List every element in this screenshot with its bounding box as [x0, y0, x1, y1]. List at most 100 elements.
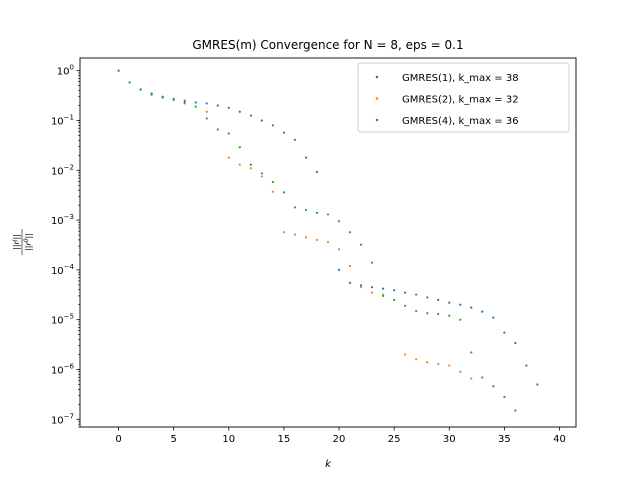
data-point — [370, 261, 374, 264]
legend: GMRES(1), k_max = 38 GMRES(2), k_max = 32… — [357, 62, 570, 133]
data-point — [393, 298, 396, 301]
legend-marker — [375, 97, 379, 100]
x-axis-label: k — [325, 459, 332, 470]
data-point — [503, 395, 506, 399]
data-point — [238, 110, 241, 113]
data-point — [459, 303, 462, 306]
legend-marker — [375, 75, 379, 79]
x-tick-label: 0 — [115, 434, 121, 445]
data-point — [382, 294, 385, 298]
data-point — [293, 206, 297, 209]
data-point — [282, 191, 286, 194]
x-tick-label: 10 — [222, 434, 235, 445]
data-point — [492, 316, 495, 319]
data-point — [437, 298, 440, 301]
data-point — [459, 370, 462, 373]
data-point — [470, 377, 473, 380]
legend-label: GMRES(2), k_max = 32 — [402, 95, 519, 106]
data-point — [448, 364, 451, 367]
data-point — [514, 341, 517, 345]
data-point — [437, 312, 440, 316]
data-point — [326, 241, 330, 244]
data-point — [194, 105, 197, 108]
data-point — [337, 248, 341, 251]
y-tick-label: 10−1 — [51, 114, 74, 128]
data-point — [150, 93, 153, 96]
data-point — [238, 146, 241, 149]
data-point — [503, 331, 506, 334]
legend-box — [357, 62, 570, 133]
y-tick-label: 10−5 — [51, 313, 74, 327]
data-point — [448, 301, 451, 304]
x-tick-label: 25 — [388, 434, 401, 445]
data-point — [271, 180, 274, 184]
data-point — [293, 233, 297, 236]
data-point — [271, 124, 274, 127]
data-point — [437, 362, 440, 365]
legend-label: GMRES(4), k_max = 36 — [402, 116, 519, 127]
data-point — [348, 281, 352, 284]
data-point — [216, 128, 219, 131]
data-point — [183, 101, 186, 104]
data-point — [205, 102, 208, 105]
data-point — [470, 351, 473, 354]
data-point — [348, 231, 352, 234]
y-tick-label: 10−6 — [51, 362, 75, 376]
data-point — [370, 286, 374, 289]
data-point — [359, 284, 363, 287]
y-tick-label: 100 — [57, 64, 74, 78]
data-point — [536, 383, 539, 386]
data-point — [205, 117, 208, 120]
data-point — [260, 175, 263, 178]
data-point — [492, 385, 495, 388]
data-point — [293, 138, 297, 141]
data-point — [260, 172, 263, 175]
data-point — [128, 81, 131, 84]
data-point — [315, 170, 319, 173]
series-3 — [117, 69, 517, 412]
data-point — [393, 289, 396, 292]
data-point — [161, 96, 164, 99]
data-point — [415, 293, 418, 296]
data-point — [271, 190, 274, 193]
data-point — [315, 238, 319, 242]
x-tick-label: 15 — [278, 434, 291, 445]
data-point — [448, 314, 451, 317]
data-point — [337, 220, 341, 223]
x-tick-label: 35 — [498, 434, 511, 445]
data-point — [260, 119, 263, 122]
data-point — [304, 208, 308, 212]
data-point — [227, 132, 230, 135]
data-point — [370, 291, 374, 294]
data-point — [304, 156, 308, 159]
x-tick-label: 30 — [443, 434, 456, 445]
y-tick-label: 10−3 — [51, 213, 74, 227]
data-point — [249, 163, 252, 166]
data-point — [227, 156, 230, 159]
data-point — [216, 104, 219, 107]
y-axis-label: ||rj||||r0|| — [11, 229, 33, 255]
data-point — [481, 376, 484, 379]
data-point — [404, 353, 407, 356]
data-point — [282, 131, 286, 134]
data-point — [426, 296, 429, 299]
data-point — [426, 312, 429, 315]
data-point — [183, 99, 186, 102]
data-point — [205, 110, 208, 113]
plot-area — [117, 69, 539, 412]
data-point — [249, 114, 252, 117]
y-axis-label-denominator: ||r0|| — [23, 233, 33, 251]
chart-title: GMRES(m) Convergence for N = 8, eps = 0.… — [192, 38, 463, 52]
data-point — [315, 211, 319, 214]
data-point — [415, 358, 418, 361]
data-point — [337, 268, 341, 271]
data-point — [359, 243, 363, 246]
data-point — [172, 98, 175, 101]
data-point — [404, 291, 407, 294]
data-point — [382, 287, 385, 290]
data-point — [481, 310, 484, 313]
data-point — [238, 163, 241, 166]
y-axis-label-numerator: ||rj|| — [11, 234, 21, 250]
data-point — [227, 106, 230, 109]
